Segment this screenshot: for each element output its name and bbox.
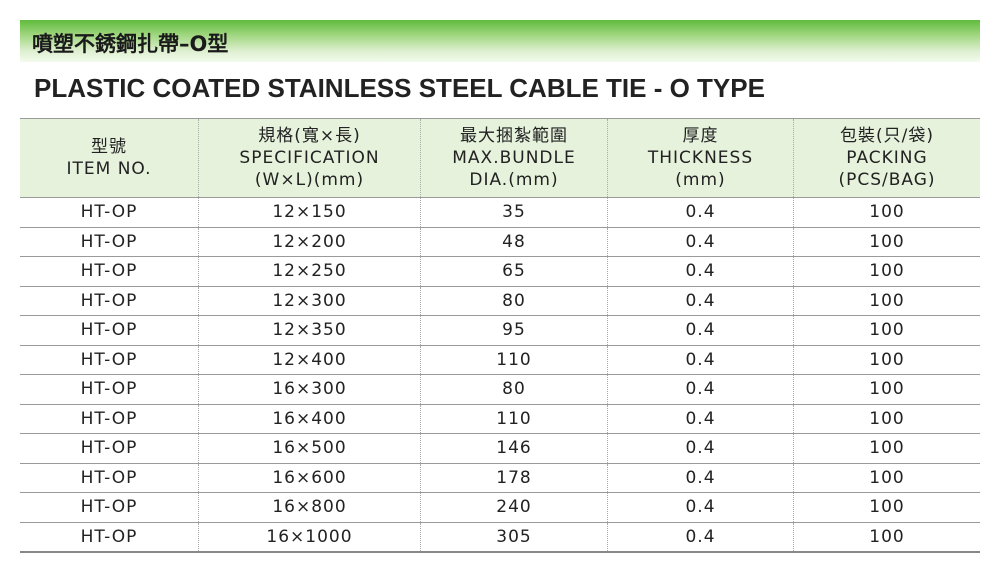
header-text: ITEM NO. bbox=[66, 159, 152, 179]
table-cell: 240 bbox=[420, 493, 607, 522]
header-text: SPECIFICATION bbox=[239, 148, 380, 168]
header-cell: 型號 ITEM NO. bbox=[20, 119, 198, 197]
table-cell: 0.4 bbox=[607, 493, 793, 522]
table-cell: 16×800 bbox=[198, 493, 420, 522]
table-cell: 305 bbox=[420, 522, 607, 551]
table-cell: HT-OP bbox=[80, 526, 138, 547]
header-text: THICKNESS bbox=[647, 148, 754, 168]
table-row: HT-OP 12×350 95 0.4 100 bbox=[20, 316, 980, 346]
table-cell: 100 bbox=[793, 316, 980, 345]
table-cell: 0.4 bbox=[607, 286, 793, 315]
header-row: 型號 ITEM NO. 規格(寬×長) SPECIFICATION (W×L)(mm) 最… bbox=[20, 118, 980, 198]
table-cell: HT-OP bbox=[80, 408, 138, 429]
table-cell: 110 bbox=[420, 404, 607, 433]
table-cell: 80 bbox=[420, 286, 607, 315]
header-text: PACKING bbox=[846, 148, 928, 168]
header-cell: 厚度 THICKNESS (mm) bbox=[607, 119, 793, 197]
table-cell: 0.4 bbox=[607, 463, 793, 492]
header-text: (PCS/BAG) bbox=[838, 170, 936, 190]
table-cell: HT-OP bbox=[80, 438, 138, 459]
header-text: 厚度 bbox=[682, 126, 719, 146]
table-row: HT-OP 12×250 65 0.4 100 bbox=[20, 257, 980, 287]
table-cell: 12×300 bbox=[198, 286, 420, 315]
table-cell: 100 bbox=[793, 345, 980, 374]
table-cell: HT-OP bbox=[80, 231, 138, 252]
table-cell: HT-OP bbox=[80, 467, 138, 488]
header-text: 型號 bbox=[91, 137, 127, 157]
table-cell: 16×500 bbox=[198, 434, 420, 463]
table-cell: 12×350 bbox=[198, 316, 420, 345]
table-cell: 65 bbox=[420, 257, 607, 286]
table-cell: 16×400 bbox=[198, 404, 420, 433]
table-cell: 100 bbox=[793, 493, 980, 522]
table-row: HT-OP 16×300 80 0.4 100 bbox=[20, 375, 980, 405]
header-cell: 規格(寬×長) SPECIFICATION (W×L)(mm) bbox=[198, 119, 420, 197]
table-row: HT-OP 16×600 178 0.4 100 bbox=[20, 463, 980, 493]
table-cell: 16×300 bbox=[198, 375, 420, 404]
header-cell: 最大捆紮範圍 MAX.BUNDLE DIA.(mm) bbox=[420, 119, 607, 197]
table-cell: 12×250 bbox=[198, 257, 420, 286]
table-cell: 100 bbox=[793, 463, 980, 492]
table-row: HT-OP 16×800 240 0.4 100 bbox=[20, 493, 980, 523]
table-cell: 0.4 bbox=[607, 198, 793, 227]
table-cell: HT-OP bbox=[80, 349, 138, 370]
header-text: (W×L)(mm) bbox=[254, 170, 365, 190]
table-cell: HT-OP bbox=[80, 497, 138, 518]
table-cell: 100 bbox=[793, 434, 980, 463]
table-cell: 100 bbox=[793, 227, 980, 256]
header-cell: 包裝(只/袋) PACKING (PCS/BAG) bbox=[793, 119, 980, 197]
table-cell: 100 bbox=[793, 257, 980, 286]
title-zh: 噴塑不銹鋼扎帶–O型 bbox=[32, 32, 229, 56]
table-cell: 178 bbox=[420, 463, 607, 492]
table-cell: HT-OP bbox=[80, 202, 138, 223]
table-row: HT-OP 16×400 110 0.4 100 bbox=[20, 404, 980, 434]
table-cell: 48 bbox=[420, 227, 607, 256]
table-cell: 0.4 bbox=[607, 434, 793, 463]
header-text: MAX.BUNDLE bbox=[452, 148, 576, 168]
table-cell: 146 bbox=[420, 434, 607, 463]
table-cell: 0.4 bbox=[607, 257, 793, 286]
table-cell: HT-OP bbox=[80, 261, 138, 282]
spec-table: 型號 ITEM NO. 規格(寬×長) SPECIFICATION (W×L)(mm) 最… bbox=[20, 118, 980, 553]
table-cell: 0.4 bbox=[607, 345, 793, 374]
table-row: HT-OP 12×400 110 0.4 100 bbox=[20, 345, 980, 375]
table-cell: 100 bbox=[793, 404, 980, 433]
table-cell: 12×150 bbox=[198, 198, 420, 227]
table-cell: HT-OP bbox=[80, 290, 138, 311]
header-text: 包裝(只/袋) bbox=[840, 126, 934, 146]
table-row: HT-OP 12×300 80 0.4 100 bbox=[20, 286, 980, 316]
table-cell: 0.4 bbox=[607, 227, 793, 256]
header-text: 規格(寬×長) bbox=[258, 126, 361, 146]
table-cell: 0.4 bbox=[607, 316, 793, 345]
header-text: (mm) bbox=[675, 170, 726, 190]
table-cell: 100 bbox=[793, 375, 980, 404]
table-cell: 0.4 bbox=[607, 522, 793, 551]
table-cell: 95 bbox=[420, 316, 607, 345]
table-cell: 80 bbox=[420, 375, 607, 404]
title-banner: 噴塑不銹鋼扎帶–O型 bbox=[20, 20, 980, 62]
table-cell: 110 bbox=[420, 345, 607, 374]
header-text: DIA.(mm) bbox=[469, 170, 559, 190]
header-text: 最大捆紮範圍 bbox=[460, 126, 568, 146]
table-cell: HT-OP bbox=[80, 379, 138, 400]
table-cell: 16×600 bbox=[198, 463, 420, 492]
table-cell: 100 bbox=[793, 198, 980, 227]
table-cell: 35 bbox=[420, 198, 607, 227]
table-cell: 12×400 bbox=[198, 345, 420, 374]
table-cell: HT-OP bbox=[80, 320, 138, 341]
table-cell: 100 bbox=[793, 522, 980, 551]
table-row: HT-OP 12×150 35 0.4 100 bbox=[20, 198, 980, 228]
table-cell: 16×1000 bbox=[198, 522, 420, 551]
table-row: HT-OP 16×1000 305 0.4 100 bbox=[20, 522, 980, 553]
table-cell: 0.4 bbox=[607, 375, 793, 404]
table-cell: 0.4 bbox=[607, 404, 793, 433]
table-row: HT-OP 12×200 48 0.4 100 bbox=[20, 227, 980, 257]
table-cell: 12×200 bbox=[198, 227, 420, 256]
table-row: HT-OP 16×500 146 0.4 100 bbox=[20, 434, 980, 464]
title-en: PLASTIC COATED STAINLESS STEEL CABLE TIE… bbox=[34, 73, 765, 103]
table-cell: 100 bbox=[793, 286, 980, 315]
